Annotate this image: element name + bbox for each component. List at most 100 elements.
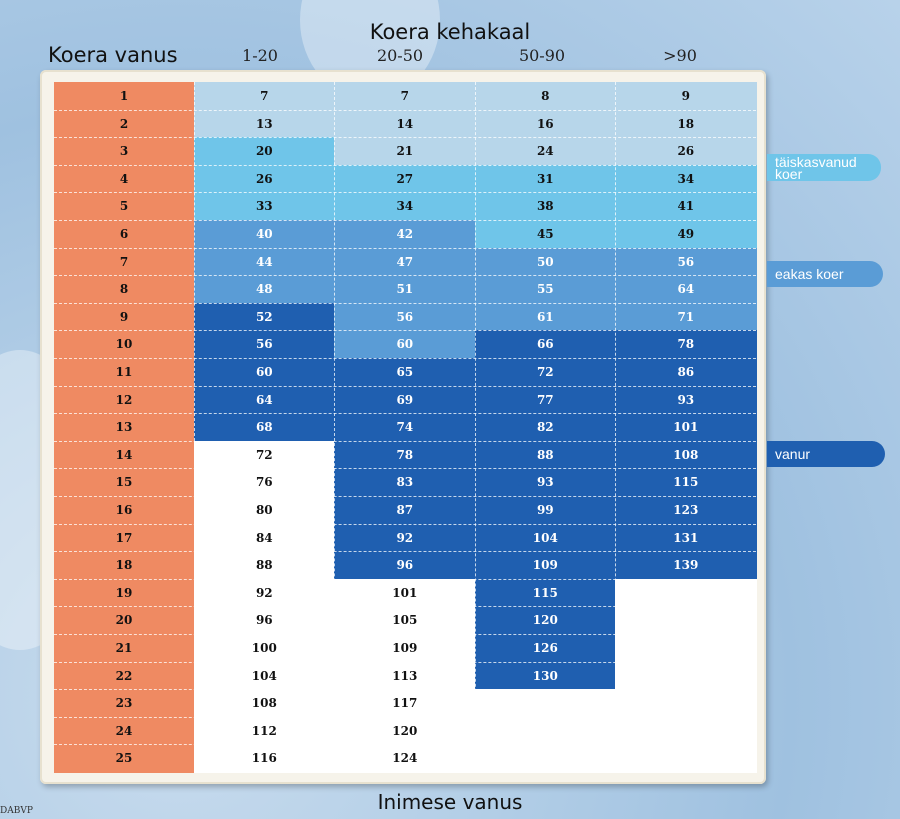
human-age-cell: 38 [475,192,616,221]
grid-line [54,744,756,746]
human-age-cell: 76 [194,468,335,497]
human-age-cell: 117 [334,689,476,718]
dog-age-cell: 13 [54,413,194,442]
dog-age-cell: 23 [54,689,194,718]
stage-label-adult: täiskasvanud koer [767,154,881,181]
human-age-cell: 100 [194,634,335,663]
grid-line [54,247,756,249]
human-age-cell: 116 [194,744,335,773]
human-age-cell: 60 [334,330,476,359]
grid-line [54,468,756,470]
dog-age-cell: 8 [54,275,194,304]
human-age-cell: 120 [475,606,616,635]
human-age-cell: 87 [334,496,476,525]
dog-age-cell: 12 [54,385,194,414]
grid-line [54,358,756,359]
human-age-cell: 34 [334,192,476,221]
dog-age-cell: 7 [54,247,194,276]
human-age-cell: 56 [615,247,757,276]
grid-line [54,523,756,525]
dog-age-cell: 14 [54,440,194,469]
dog-age-cell: 25 [54,744,194,773]
dog-age-cell: 6 [54,220,194,249]
human-age-cell: 92 [334,523,476,552]
human-age-cell: 24 [475,137,616,166]
dog-age-cell: 24 [54,716,194,745]
human-age-cell: 78 [615,330,757,359]
human-age-cell: 101 [334,578,476,607]
human-age-cell: 64 [194,385,335,414]
human-age-cell: 108 [615,440,757,469]
human-age-cell [475,716,616,745]
grid-line [54,220,756,221]
age-conversion-table: 1 7 7 8 9 2 13 14 16 18 3 20 21 24 26 4 26 27 31 34 5 33 34 38 4… [54,82,757,773]
human-age-cell: 88 [475,440,616,469]
grid-line [54,413,756,415]
dog-age-cell: 9 [54,302,194,331]
human-age-cell: 96 [194,606,335,635]
dog-age-cell: 16 [54,496,194,525]
human-age-cell: 99 [475,496,616,525]
grid-line [475,82,476,772]
human-age-cell: 71 [615,302,757,331]
human-age-cell: 65 [334,358,476,387]
grid-line [54,689,756,691]
human-age-cell: 68 [194,413,335,442]
stage-label-senior-text: eakas koer [775,266,844,282]
human-age-cell: 77 [475,385,616,414]
human-age-cell: 31 [475,164,616,193]
dog-age-cell: 18 [54,551,194,580]
human-age-cell: 16 [475,109,616,138]
weight-column-label: 1-20 [242,46,278,65]
dog-age-cell: 11 [54,358,194,387]
human-age-cell [615,689,757,718]
human-age-cell: 104 [194,661,335,690]
source-credit: DABVP [0,806,33,816]
human-age-cell: 96 [334,551,476,580]
grid-line [54,440,756,442]
human-age-cell: 93 [615,385,757,414]
stage-label-geriatric: vanur [767,441,885,467]
dog-age-cell: 22 [54,661,194,690]
human-age-cell: 27 [334,164,476,193]
human-age-cell [615,744,757,773]
human-age-cell: 72 [475,358,616,387]
human-age-cell: 7 [334,82,476,111]
dog-age-cell: 15 [54,468,194,497]
weight-column-label: 50-90 [518,46,566,65]
human-age-cell: 56 [194,330,335,359]
row-header-title: Koera vanus [48,43,178,67]
human-age-cell: 14 [334,109,476,138]
human-age-cell: 123 [615,496,757,525]
human-age-cell: 80 [194,496,335,525]
human-age-cell: 56 [334,302,476,331]
human-age-cell [475,689,616,718]
human-age-cell: 109 [475,551,616,580]
dog-age-cell: 19 [54,578,194,607]
human-age-cell [615,716,757,745]
dog-age-cell: 1 [54,82,194,111]
grid-line [54,606,756,608]
grid-line [54,385,756,387]
chart-title: Koera kehakaal [369,20,531,44]
dog-age-cell: 5 [54,192,194,221]
human-age-cell: 41 [615,192,757,221]
human-age-cell: 108 [194,689,335,718]
human-age-cell: 88 [194,551,335,580]
human-age-cell: 78 [334,440,476,469]
human-age-cell: 26 [194,164,335,193]
human-age-cell: 124 [334,744,476,773]
human-age-cell: 9 [615,82,757,111]
stage-label-senior: eakas koer [767,261,883,287]
human-age-cell: 50 [475,247,616,276]
human-age-cell: 55 [475,275,616,304]
bottom-axis-title: Inimese vanus [377,790,523,814]
human-age-cell: 42 [334,220,476,249]
human-age-cell: 34 [615,164,757,193]
human-age-cell: 115 [615,468,757,497]
grid-line [54,109,756,111]
grid-line [54,137,756,139]
human-age-cell: 113 [334,661,476,690]
stage-label-adult-text: täiskasvanud koer [775,153,857,182]
weight-column-label: 20-50 [376,46,424,65]
